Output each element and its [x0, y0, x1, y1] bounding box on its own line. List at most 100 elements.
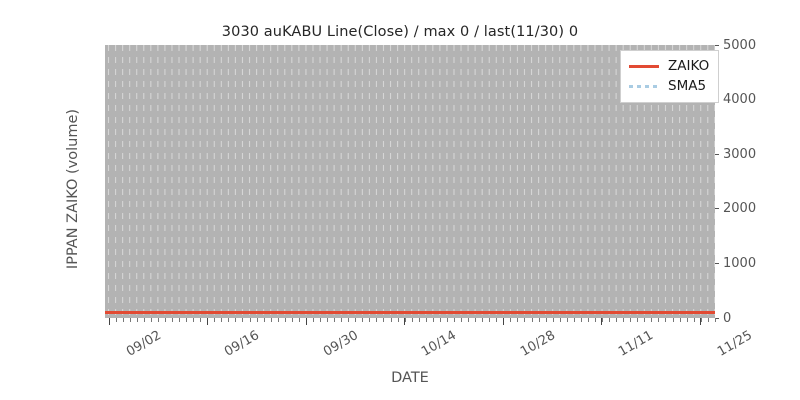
solid-red-line-icon — [629, 60, 659, 72]
x-axis-minor-tick — [115, 318, 117, 322]
dotted-blue-line-icon — [629, 80, 659, 92]
x-axis-minor-tick — [221, 318, 223, 322]
x-axis-minor-tick — [348, 318, 350, 322]
x-axis-minor-tick — [552, 318, 554, 322]
x-axis-minor-tick — [439, 318, 441, 322]
x-axis-minor-tick — [320, 318, 322, 322]
y-axis-label: IPPAN ZAIKO (volume) — [65, 108, 81, 270]
y-axis-tick-label: 5000 — [723, 37, 757, 53]
x-axis-minor-tick — [644, 318, 646, 322]
chart-legend: ZAIKO SMA5 — [620, 50, 720, 103]
x-axis-tick-labels: 09/02 09/16 09/30 10/14 10/28 11/11 11/25 — [105, 328, 755, 373]
x-axis-minor-tick — [714, 318, 716, 322]
x-axis-major-tick — [404, 318, 405, 325]
x-axis-minor-tick — [284, 318, 286, 322]
y-axis-tick-mark — [715, 153, 719, 155]
x-axis-minor-tick — [390, 318, 392, 322]
x-axis-minor-tick — [312, 318, 314, 322]
x-axis-minor-tick — [179, 318, 181, 322]
x-axis-minor-tick — [376, 318, 378, 322]
legend-item-zaiko: ZAIKO — [629, 56, 709, 76]
x-axis-minor-tick — [256, 318, 258, 322]
x-axis-minor-tick — [594, 318, 596, 322]
x-axis-tick-label: 09/02 — [123, 328, 164, 360]
x-axis-minor-tick — [461, 318, 463, 322]
y-axis-tick-mark — [715, 317, 719, 319]
x-axis-minor-tick — [383, 318, 385, 322]
series-line-zaiko — [105, 311, 715, 314]
x-axis-minor-tick — [559, 318, 561, 322]
y-axis-tick-mark — [715, 44, 719, 46]
x-axis-major-tick — [207, 318, 208, 325]
x-axis-minor-tick — [341, 318, 343, 322]
x-axis-minor-tick — [587, 318, 589, 322]
x-axis-tick-label: 10/14 — [419, 328, 459, 360]
x-axis-minor-tick — [129, 318, 131, 322]
x-axis-minor-tick — [602, 318, 604, 322]
x-axis-minor-tick — [334, 318, 336, 322]
x-axis-minor-tick — [637, 318, 639, 322]
x-axis-minor-tick — [425, 318, 427, 322]
x-axis-minor-tick — [143, 318, 145, 322]
x-axis-tick-label: 11/11 — [616, 328, 656, 360]
x-axis-minor-tick — [164, 318, 166, 322]
x-axis-minor-tick — [580, 318, 582, 322]
x-axis-minor-tick — [545, 318, 547, 322]
y-axis-tick-label: 2000 — [723, 201, 757, 217]
x-axis-major-tick — [699, 318, 701, 325]
x-axis-minor-tick — [432, 318, 434, 322]
x-axis-minor-tick — [242, 318, 244, 322]
x-axis-minor-tick — [700, 318, 702, 322]
x-axis-tick-label: 10/28 — [517, 328, 558, 360]
y-axis-right: 0 1000 2000 3000 4000 5000 — [715, 39, 800, 325]
legend-item-sma5: SMA5 — [629, 76, 709, 96]
x-axis-minor-tick — [503, 318, 505, 322]
x-axis-minor-tick — [235, 318, 237, 322]
x-axis-major-tick — [502, 318, 504, 325]
x-axis-minor-tick — [228, 318, 230, 322]
x-axis-minor-tick — [249, 318, 251, 322]
y-axis-tick-mark — [715, 208, 719, 210]
x-axis-minor-tick — [277, 318, 279, 322]
x-axis-minor-tick — [453, 318, 455, 322]
x-axis-minor-tick — [489, 318, 491, 322]
vertical-gridlines — [105, 45, 715, 318]
x-axis-minor-tick — [658, 318, 660, 322]
x-axis-minor-tick — [651, 318, 653, 322]
x-axis-minor-tick — [446, 318, 448, 322]
x-axis-minor-tick — [510, 318, 512, 322]
x-axis-minor-tick — [327, 318, 329, 322]
x-axis-major-tick — [601, 318, 602, 325]
x-axis-minor-tick — [524, 318, 526, 322]
x-axis-tick-label: 11/25 — [714, 328, 755, 360]
plot-area — [105, 45, 715, 318]
x-axis-minor-tick — [214, 318, 216, 322]
legend-label: ZAIKO — [668, 58, 710, 74]
y-axis-tick-label: 0 — [723, 310, 732, 326]
x-axis-minor-tick — [298, 318, 300, 322]
x-axis-minor-tick — [193, 318, 195, 322]
x-axis-minor-tick — [150, 318, 152, 322]
y-axis-tick-label: 3000 — [723, 146, 757, 162]
x-axis-minor-tick — [566, 318, 568, 322]
x-axis-minor-tick — [517, 318, 519, 322]
x-axis-minor-tick — [482, 318, 484, 322]
x-axis-tick-label: 09/30 — [320, 328, 361, 360]
x-axis-minor-tick — [573, 318, 575, 322]
x-axis-minor-tick — [171, 318, 173, 322]
x-axis-minor-tick — [404, 318, 406, 322]
y-axis-tick-label: 1000 — [723, 255, 757, 271]
x-axis-minor-tick — [496, 318, 498, 322]
x-axis-minor-tick — [630, 318, 632, 322]
x-axis-minor-tick — [686, 318, 688, 322]
x-axis-minor-tick — [616, 318, 618, 322]
x-axis-minor-tick — [411, 318, 413, 322]
x-axis-minor-tick — [136, 318, 138, 322]
x-axis-minor-tick — [475, 318, 477, 322]
x-axis-minor-tick — [531, 318, 533, 322]
x-axis-minor-tick — [263, 318, 265, 322]
x-axis-ticks — [105, 318, 716, 328]
x-axis-minor-tick — [418, 318, 420, 322]
x-axis-major-tick — [108, 318, 110, 325]
x-axis-minor-tick — [609, 318, 611, 322]
